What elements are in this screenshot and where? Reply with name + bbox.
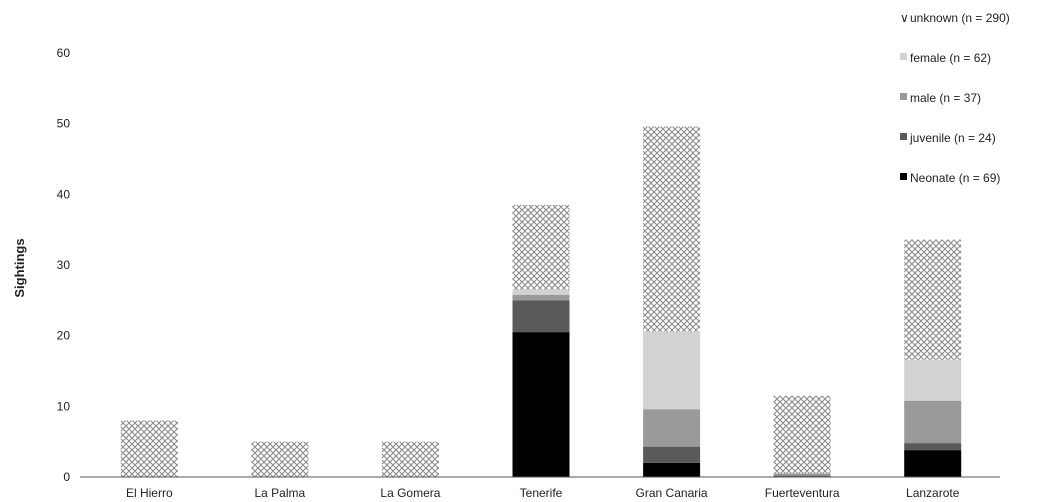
legend-swatch-male xyxy=(900,93,907,100)
legend-item-unknown: ∨ unknown (n = 290) xyxy=(900,11,1010,25)
y-tick-label: 50 xyxy=(57,117,71,131)
legend-item-juvenile: juvenile (n = 24) xyxy=(900,131,996,145)
bar-segment-neonate xyxy=(643,462,701,477)
bar-stack xyxy=(120,420,178,477)
bar-stack xyxy=(643,126,701,477)
y-tick-label: 60 xyxy=(57,46,71,60)
y-axis-label: Sightings xyxy=(12,238,27,297)
bar-segment-unknown xyxy=(251,441,309,477)
bar-stack xyxy=(251,441,309,477)
bar-segment-juvenile xyxy=(773,475,831,477)
bar-segment-juvenile xyxy=(512,300,570,333)
y-tick-label: 0 xyxy=(63,470,70,484)
legend-swatch-female xyxy=(900,53,907,60)
x-tick-label: Lanzarote xyxy=(906,486,960,500)
bar-segment-unknown xyxy=(904,239,962,360)
bar-segment-juvenile xyxy=(904,443,962,451)
y-tick-label: 10 xyxy=(57,399,71,413)
legend-label-female: female (n = 62) xyxy=(910,51,991,65)
y-tick-label: 30 xyxy=(57,258,71,272)
legend-swatch-unknown: ∨ xyxy=(900,11,909,25)
x-tick-label: Tenerife xyxy=(520,486,563,500)
legend-label-neonate: Neonate (n = 69) xyxy=(910,171,1000,185)
legend: ∨ unknown (n = 290) female (n = 62) male (n… xyxy=(900,11,1010,185)
legend-label-juvenile: juvenile (n = 24) xyxy=(909,131,996,145)
bar-segment-neonate xyxy=(512,332,570,477)
bar-stack xyxy=(381,441,439,477)
bar-stack xyxy=(512,204,570,477)
x-tick-label: La Palma xyxy=(255,486,306,500)
y-tick-label: 20 xyxy=(57,329,71,343)
x-tick-label: Gran Canaria xyxy=(636,486,708,500)
bar-segment-unknown xyxy=(120,420,178,477)
bar-segment-unknown xyxy=(381,441,439,477)
y-tick-label: 40 xyxy=(57,187,71,201)
bar-segment-male xyxy=(512,294,570,301)
legend-item-female: female (n = 62) xyxy=(900,51,991,65)
legend-item-neonate: Neonate (n = 69) xyxy=(900,171,1000,185)
x-axis: El Hierro La Palma La Gomera Tenerife Gran C… xyxy=(126,486,960,500)
bar-segment-female xyxy=(512,289,570,295)
bar-stack xyxy=(773,395,831,477)
legend-swatch-neonate xyxy=(900,173,907,180)
legend-item-male: male (n = 37) xyxy=(900,91,981,105)
bar-segment-juvenile xyxy=(643,446,701,463)
legend-swatch-juvenile xyxy=(900,133,907,140)
bar-segment-neonate xyxy=(904,450,962,477)
legend-label-unknown: unknown (n = 290) xyxy=(910,11,1010,25)
bar-segment-female xyxy=(904,359,962,401)
bar-segment-male xyxy=(904,400,962,444)
x-tick-label: El Hierro xyxy=(126,486,173,500)
y-axis: 0 10 20 30 40 50 60 xyxy=(57,46,71,484)
x-tick-label: Fuerteventura xyxy=(765,486,840,500)
bar-segment-female xyxy=(643,331,701,410)
legend-label-male: male (n = 37) xyxy=(910,91,981,105)
x-tick-label: La Gomera xyxy=(380,486,440,500)
bar-segment-male xyxy=(773,473,831,476)
bars-group xyxy=(120,126,962,477)
bar-segment-unknown xyxy=(643,126,701,332)
bar-segment-male xyxy=(643,409,701,447)
bar-stack xyxy=(904,239,962,477)
bar-segment-unknown xyxy=(512,204,570,290)
bar-segment-unknown xyxy=(773,395,831,474)
